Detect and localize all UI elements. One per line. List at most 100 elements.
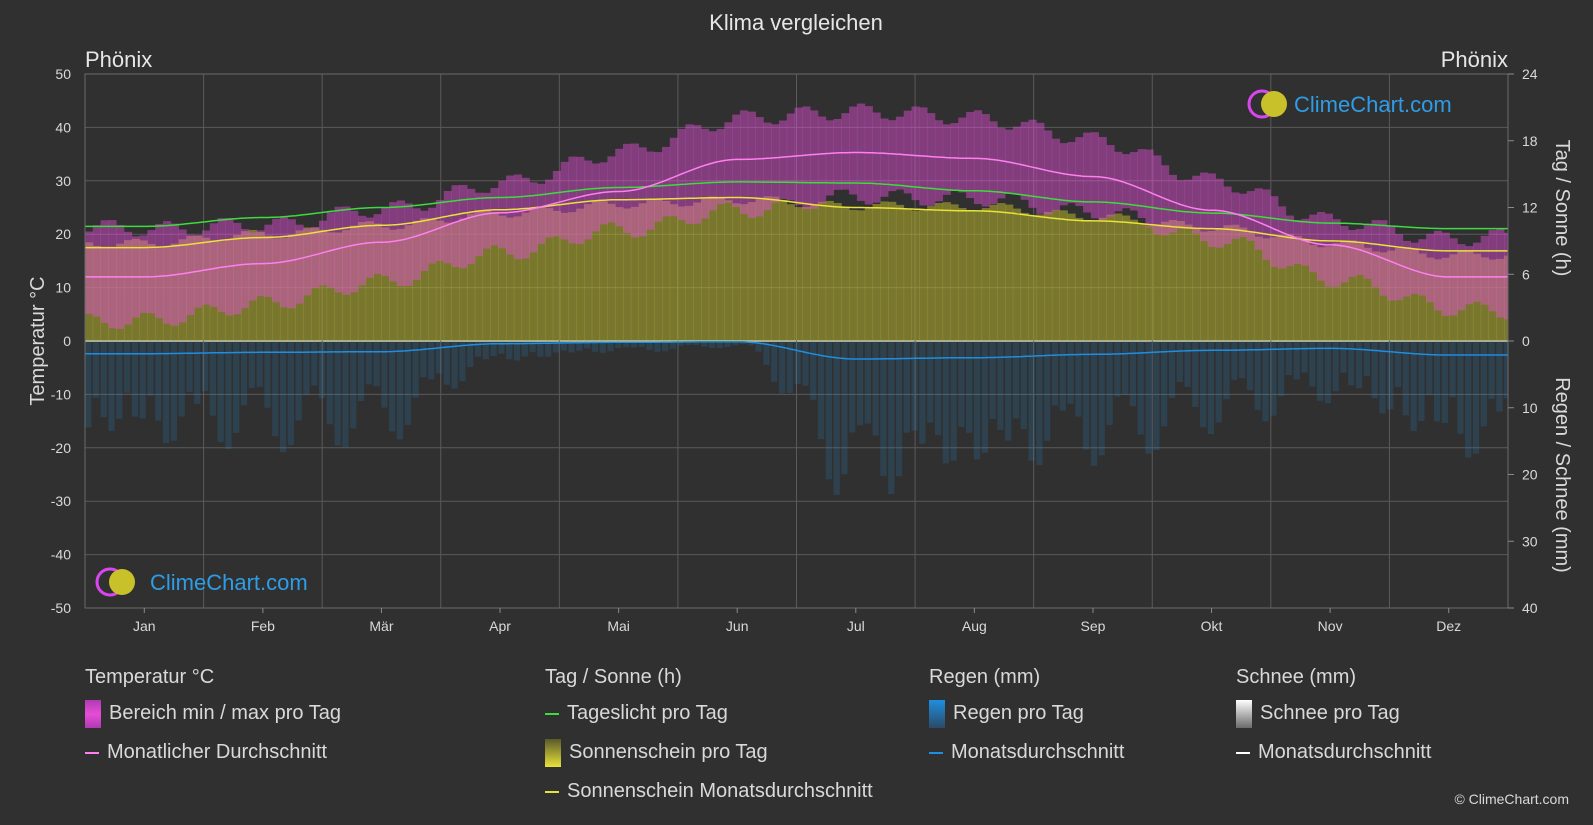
- rain-day-bar: [474, 341, 482, 357]
- sunshine-swatch-icon: [545, 738, 561, 767]
- temp-range-day-bar: [155, 223, 164, 319]
- legend-snow-day-label: Schnee pro Tag: [1260, 702, 1400, 724]
- temp-range-day-bar: [716, 128, 725, 204]
- temp-range-day-bar: [693, 125, 702, 224]
- sunshine-day-bar: [186, 236, 195, 341]
- sunshine-day-bar: [950, 204, 959, 341]
- rain-day-bar: [1496, 341, 1503, 412]
- rain-day-bar: [373, 341, 380, 387]
- legend-sunshine-label: Sonnenschein pro Tag: [569, 741, 768, 763]
- rain-day-bar: [1332, 341, 1339, 392]
- rain-day-bar: [1075, 341, 1082, 417]
- sunshine-day-bar: [264, 235, 273, 341]
- temp-range-day-bar: [334, 206, 343, 293]
- temp-range-day-bar: [506, 175, 515, 255]
- sunshine-day-bar: [334, 232, 343, 341]
- rain-day-bar: [1083, 341, 1090, 450]
- rain-day-bar: [1153, 341, 1160, 451]
- rain-day-bar: [1020, 341, 1027, 430]
- x-tick-label: Apr: [489, 618, 511, 634]
- sunshine-day-bar: [895, 204, 905, 341]
- rain-day-bar: [1254, 341, 1261, 410]
- sunshine-day-bar: [217, 241, 226, 341]
- rain-day-bar: [1051, 341, 1059, 406]
- legend-rain-avg-label: Monatsdurchschnitt: [951, 741, 1125, 763]
- rain-day-bar: [311, 341, 318, 386]
- rain-day-bar: [1457, 341, 1464, 434]
- rain-day-bar: [700, 341, 708, 347]
- sunshine-day-bar: [817, 201, 827, 341]
- sunshine-day-bar: [700, 198, 710, 341]
- rain-day-bar: [576, 341, 583, 351]
- rain-day-bar: [560, 341, 567, 351]
- sunshine-day-bar: [1215, 228, 1224, 341]
- sunshine-day-bar: [451, 222, 460, 341]
- rain-day-bar: [1223, 341, 1230, 400]
- rain-day-bar: [1246, 341, 1254, 391]
- rain-day-bar: [771, 341, 778, 382]
- temp-range-day-bar: [373, 214, 382, 274]
- temp-range-day-bar: [139, 235, 148, 313]
- rain-day-bar: [849, 341, 856, 433]
- sunshine-day-bar: [778, 199, 788, 341]
- sunshine-day-bar: [654, 198, 663, 341]
- sunshine-day-bar: [1387, 250, 1396, 341]
- temp-range-day-bar: [217, 218, 226, 312]
- rain-day-bar: [841, 341, 848, 475]
- rain-day-bar: [1168, 341, 1176, 398]
- sunshine-day-bar: [810, 204, 819, 341]
- temp-range-day-bar: [1231, 192, 1240, 239]
- sunshine-day-bar: [1044, 211, 1053, 341]
- rain-day-bar: [404, 341, 411, 426]
- sunshine-day-bar: [607, 203, 616, 341]
- temp-range-day-bar: [443, 190, 452, 264]
- rain-day-bar: [428, 341, 435, 380]
- sunshine-day-bar: [1309, 244, 1318, 341]
- rain-day-bar: [435, 341, 443, 374]
- rain-day-bar: [1379, 341, 1386, 414]
- rain-day-bar: [1441, 341, 1448, 423]
- temp-range-day-bar: [638, 147, 647, 237]
- rain-day-bar: [1200, 341, 1207, 428]
- daylight-line: [85, 181, 1508, 230]
- sunshine-day-bar: [1122, 215, 1131, 341]
- rain-day-bar: [170, 341, 178, 441]
- logo-top: ClimeChart.com: [1247, 89, 1452, 119]
- rain-day-bar: [919, 341, 926, 444]
- legend-temperature-header: Temperatur °C: [85, 666, 215, 688]
- y-right-bottom-tick-label: 20: [1522, 467, 1538, 483]
- sunshine-day-bar: [1355, 243, 1365, 341]
- sunshine-day-bar: [1207, 230, 1216, 341]
- rain-day-bar: [1504, 341, 1508, 399]
- sunshine-day-bar: [576, 208, 585, 341]
- rain-day-bar: [1059, 341, 1066, 411]
- y-left-label: Temperatur °C: [27, 276, 49, 405]
- sunshine-day-bar: [100, 247, 109, 341]
- legend-temp-range-label: Bereich min / max pro Tag: [109, 702, 341, 724]
- sunshine-day-bar: [755, 198, 764, 341]
- y-right-top-tick-label: 18: [1522, 133, 1538, 149]
- x-tick-label: Jun: [726, 618, 749, 634]
- sunshine-day-bar: [833, 202, 842, 341]
- sunshine-day-bar: [1371, 251, 1380, 341]
- rain-day-bar: [123, 341, 131, 393]
- temp-range-day-bar: [1012, 126, 1022, 195]
- rain-day-bar: [1028, 341, 1035, 461]
- rain-day-bar: [1340, 341, 1347, 373]
- sunshine-day-bar: [194, 235, 203, 341]
- sunshine-day-bar: [864, 207, 873, 341]
- sunshine-day-bar: [545, 208, 554, 341]
- temp-range-day-bar: [1316, 211, 1326, 281]
- rain-day-bar: [568, 341, 575, 353]
- copyright: © ClimeChart.com: [1454, 791, 1569, 807]
- sunshine-day-bar: [311, 227, 320, 341]
- rain-day-bar: [997, 341, 1004, 430]
- sunshine-day-bar: [615, 207, 624, 341]
- sunshine-day-bar: [1480, 257, 1489, 341]
- sunshine-day-bar: [1223, 225, 1232, 341]
- y-right-bottom-tick-label: 10: [1522, 400, 1538, 416]
- sunshine-day-bar: [966, 210, 975, 341]
- sunshine-day-bar: [1277, 235, 1287, 341]
- temp-range-day-bar: [365, 217, 374, 278]
- temp-range-day-bar: [1168, 174, 1178, 233]
